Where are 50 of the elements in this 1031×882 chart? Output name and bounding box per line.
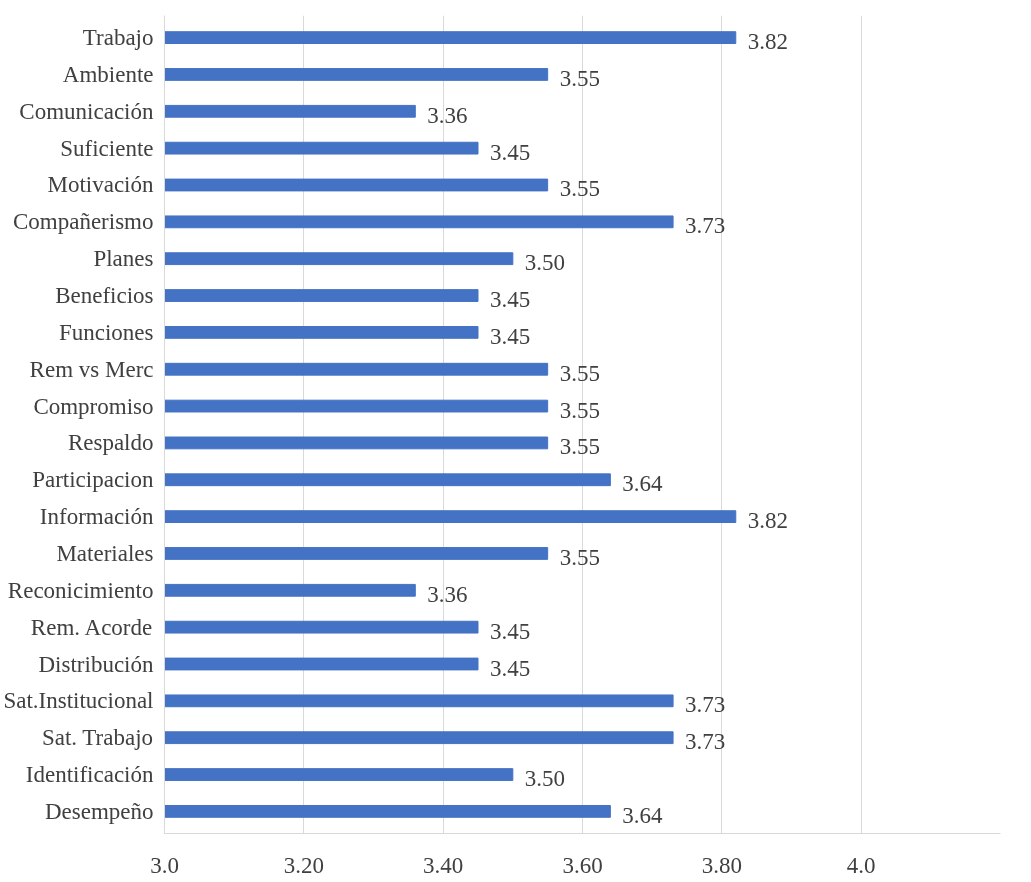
data-label: 3.50 xyxy=(524,766,566,792)
y-tick-label: Compromiso xyxy=(33,393,154,419)
data-label: 3.45 xyxy=(490,139,531,165)
data-label: 3.45 xyxy=(490,287,531,313)
y-tick-label: Materiales xyxy=(56,540,154,566)
y-tick-label: Suficiente xyxy=(60,135,154,161)
y-tick-label: Comunicación xyxy=(19,98,154,124)
x-tick-label: 3.0 xyxy=(150,852,179,878)
y-tick-label: Participacion xyxy=(32,467,154,493)
y-tick-label: Sat.Institucional xyxy=(3,688,154,714)
data-label: 3.55 xyxy=(559,397,600,423)
data-label: 3.82 xyxy=(747,29,789,55)
data-label: 3.36 xyxy=(427,102,468,128)
data-label: 3.50 xyxy=(524,250,566,276)
data-label: 3.55 xyxy=(559,544,600,570)
x-tick-label: 3.20 xyxy=(283,852,324,878)
y-tick-label: Funciones xyxy=(58,319,154,345)
y-tick-label: Reconicimiento xyxy=(7,577,154,603)
data-label: 3.45 xyxy=(490,618,531,644)
x-tick-label: 3.80 xyxy=(701,852,742,878)
data-label: 3.55 xyxy=(559,434,600,460)
x-tick-label: 4.0 xyxy=(846,852,876,878)
y-tick-label: Respaldo xyxy=(67,430,154,456)
y-tick-label: Rem vs Merc xyxy=(29,356,154,382)
y-tick-label: Sat. Trabajo xyxy=(41,725,154,751)
y-tick-label: Identificación xyxy=(25,762,154,788)
y-tick-label: Ambiente xyxy=(62,61,154,87)
y-tick-label: Motivación xyxy=(47,172,154,198)
y-tick-label: Planes xyxy=(93,246,154,272)
y-tick-label: Compañerismo xyxy=(12,209,154,235)
data-label: 3.73 xyxy=(685,729,726,755)
y-tick-label: Rem. Acorde xyxy=(30,614,153,640)
data-label: 3.45 xyxy=(490,323,531,349)
y-tick-label: Información xyxy=(39,504,154,530)
x-tick-label: 3.40 xyxy=(423,852,464,878)
data-label: 3.55 xyxy=(559,65,600,91)
y-tick-label: Beneficios xyxy=(55,283,154,309)
data-label: 3.64 xyxy=(622,802,664,828)
data-label: 3.73 xyxy=(685,213,726,239)
data-label: 3.36 xyxy=(427,581,468,607)
data-label: 3.64 xyxy=(622,471,664,497)
data-label: 3.82 xyxy=(747,508,789,534)
data-label: 3.55 xyxy=(559,360,600,386)
data-label: 3.45 xyxy=(490,655,531,681)
data-label: 3.55 xyxy=(559,176,600,202)
x-tick-label: 3.60 xyxy=(562,852,603,878)
y-tick-label: Trabajo xyxy=(82,25,154,51)
y-tick-label: Desempeño xyxy=(44,798,154,824)
y-tick-label: Distribución xyxy=(38,651,154,677)
data-label: 3.73 xyxy=(685,692,726,718)
